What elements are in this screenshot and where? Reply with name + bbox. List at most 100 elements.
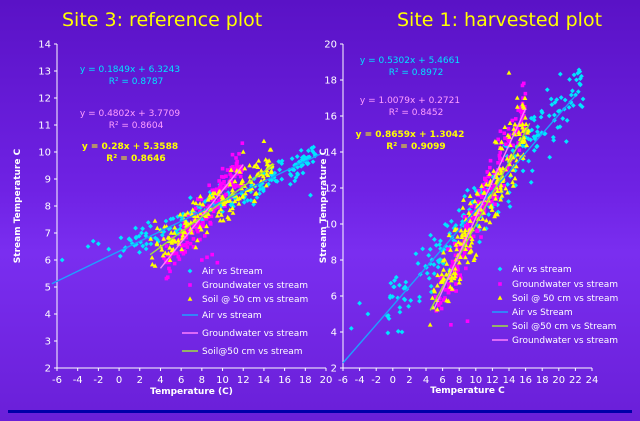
data-point-groundwater (210, 188, 215, 193)
data-point-soil (440, 258, 446, 263)
data-point-air (465, 187, 470, 193)
data-point-air (570, 103, 576, 108)
data-point-air (306, 154, 312, 160)
data-point-soil (189, 211, 195, 216)
data-point-air (402, 297, 408, 303)
data-point-groundwater (193, 206, 198, 211)
y-tick-label: 12 (38, 94, 51, 105)
data-point-air (577, 81, 582, 86)
data-point-groundwater (506, 126, 511, 131)
data-point-soil (149, 255, 155, 260)
y-tick-label: 6 (45, 256, 51, 267)
data-point-groundwater (216, 205, 220, 210)
data-point-groundwater (439, 306, 444, 311)
data-point-air (520, 143, 526, 149)
y-tick-label: 6 (331, 292, 337, 303)
data-point-soil (435, 283, 440, 288)
data-point-air (140, 226, 146, 232)
x-tick-label: -6 (338, 375, 348, 386)
data-point-air (525, 136, 531, 142)
data-point-air (431, 271, 437, 277)
data-point-groundwater (215, 260, 220, 265)
data-point-groundwater (179, 244, 183, 248)
data-point-soil (469, 240, 475, 245)
data-point-air (277, 167, 282, 173)
data-point-air (506, 199, 511, 204)
data-point-groundwater (163, 258, 168, 262)
data-point-groundwater (237, 184, 242, 188)
data-point-groundwater (488, 165, 492, 170)
data-point-air (486, 212, 492, 217)
y-tick-label: 20 (324, 40, 337, 51)
data-point-groundwater (219, 174, 224, 179)
data-point-soil (197, 201, 203, 206)
data-point-soil (472, 198, 478, 204)
data-point-air (547, 154, 553, 160)
data-point-air (441, 247, 447, 253)
data-point-soil (441, 267, 446, 272)
data-point-soil (265, 172, 271, 178)
data-point-air (133, 225, 138, 231)
data-point-air (143, 233, 149, 239)
data-point-air (408, 298, 414, 303)
data-point-soil (247, 186, 253, 192)
data-point-groundwater (505, 165, 510, 170)
data-point-groundwater (179, 232, 183, 237)
data-point-air (579, 104, 585, 110)
data-point-groundwater (219, 186, 224, 191)
data-point-air (397, 282, 402, 288)
data-point-air (163, 218, 169, 224)
data-point-groundwater (195, 223, 199, 228)
data-point-air (143, 246, 149, 252)
data-point-groundwater (438, 275, 443, 280)
data-point-air (442, 221, 448, 227)
data-point-air (397, 309, 403, 315)
x-tick-label: 16 (519, 375, 532, 386)
data-point-soil (210, 194, 216, 199)
y-tick-label: 3 (45, 337, 51, 348)
data-point-soil (232, 178, 238, 184)
data-point-groundwater (456, 242, 461, 247)
data-point-soil (456, 239, 461, 245)
data-point-groundwater (446, 290, 451, 295)
data-point-soil (448, 278, 454, 283)
data-point-soil (168, 230, 174, 235)
data-point-groundwater (503, 136, 507, 141)
data-point-groundwater (514, 130, 519, 134)
data-point-groundwater (200, 258, 204, 262)
data-point-soil (512, 121, 518, 127)
data-point-soil (172, 239, 178, 244)
x-tick-label: 18 (299, 375, 312, 386)
data-point-groundwater (436, 303, 441, 307)
data-point-groundwater (502, 131, 507, 136)
data-point-soil (439, 271, 445, 277)
data-point-soil (492, 213, 498, 219)
data-point-groundwater (228, 172, 232, 176)
data-point-groundwater (213, 206, 217, 211)
data-point-air (535, 124, 541, 130)
data-point-air (129, 241, 135, 247)
data-point-groundwater (519, 110, 524, 115)
data-point-soil (498, 185, 503, 190)
data-point-air (139, 230, 144, 236)
data-point-soil (167, 257, 173, 263)
x-tick-label: -4 (73, 375, 83, 386)
data-point-groundwater (201, 224, 205, 229)
data-point-soil (230, 210, 236, 215)
data-point-air (497, 182, 503, 188)
data-point-air (291, 167, 297, 173)
data-point-air (198, 205, 203, 211)
data-point-groundwater (196, 229, 200, 234)
data-point-groundwater (510, 118, 515, 123)
legend-entry: Air vs stream (202, 311, 262, 321)
data-point-groundwater (217, 198, 221, 203)
data-point-groundwater (520, 83, 525, 88)
data-point-air (365, 311, 371, 317)
data-point-air (257, 186, 263, 192)
data-point-soil (512, 175, 518, 181)
data-point-soil (494, 139, 499, 145)
data-point-groundwater (214, 187, 219, 192)
data-point-soil (264, 168, 270, 173)
data-point-groundwater (496, 137, 501, 142)
